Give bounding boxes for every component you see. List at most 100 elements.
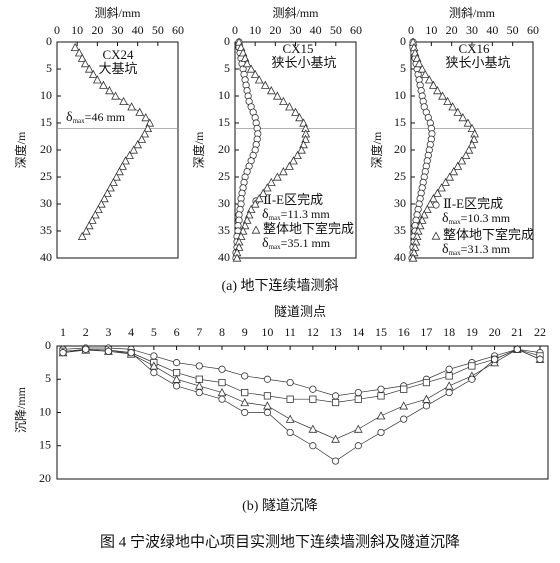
marker — [96, 199, 106, 208]
delta-annotation: δmax=31.3 mm — [442, 242, 511, 257]
marker — [127, 349, 135, 357]
marker — [218, 378, 226, 387]
marker — [218, 395, 226, 403]
x-tick-label: 60 — [350, 23, 362, 37]
marker — [297, 145, 306, 154]
y-tick-label: 10 — [218, 88, 230, 102]
marker — [77, 231, 87, 241]
marker — [81, 226, 91, 235]
marker — [112, 172, 121, 181]
marker — [59, 349, 67, 357]
marker — [133, 140, 143, 149]
marker — [468, 362, 476, 370]
y-tick-label: 35 — [218, 223, 230, 237]
marker — [254, 194, 264, 203]
marker — [285, 414, 295, 423]
y-axis-title: 深度/m — [13, 131, 28, 168]
x-tick-label: 5 — [151, 325, 157, 339]
marker — [150, 352, 158, 360]
marker — [376, 411, 386, 420]
x-tick-label: 50 — [152, 23, 164, 37]
delta-symbol: δ — [442, 242, 449, 257]
marker — [464, 145, 474, 154]
marker — [445, 372, 453, 380]
marker — [422, 204, 432, 214]
marker — [272, 172, 282, 181]
marker — [309, 395, 317, 403]
delta-symbol: δ — [66, 110, 73, 125]
plot-label: 狭长小基坑 — [271, 55, 336, 70]
marker — [377, 392, 385, 400]
marker — [260, 80, 270, 89]
marker — [141, 113, 151, 122]
x-tick-label: 10 — [249, 23, 261, 37]
delta-text: =31.3 mm — [461, 242, 511, 256]
marker — [172, 382, 181, 390]
delta-sub: max — [73, 117, 86, 125]
y-tick-label: 25 — [394, 169, 406, 183]
marker — [246, 64, 256, 73]
marker — [266, 177, 276, 187]
delta-annotation: δmax=46 mm — [66, 110, 126, 125]
marker — [463, 118, 473, 127]
y-tick-label: 10 — [39, 404, 51, 418]
marker — [263, 392, 272, 400]
marker — [279, 167, 288, 176]
marker — [84, 64, 94, 73]
marker — [241, 408, 249, 417]
y-tick-label: 0 — [45, 338, 51, 352]
y-axis-title: 深度/m — [369, 131, 384, 168]
x-tick-label: 40 — [486, 23, 498, 37]
plot-label: CX16 — [458, 41, 490, 56]
x-tick-label: 11 — [284, 325, 296, 339]
marker — [106, 183, 115, 192]
y-tick-label: 30 — [394, 196, 406, 210]
marker — [70, 42, 80, 51]
y-tick-label: 20 — [39, 471, 51, 485]
y-tick-label: 10 — [394, 88, 406, 102]
marker — [93, 204, 103, 214]
settlement-line — [62, 348, 541, 403]
marker — [195, 388, 203, 397]
x-tick-label: 30 — [290, 23, 302, 37]
y-tick-label: 5 — [45, 371, 51, 385]
y-tick-label: 20 — [218, 142, 230, 156]
marker — [331, 434, 340, 443]
y-tick-label: 15 — [394, 115, 406, 129]
x-tick-label: 6 — [174, 325, 180, 339]
plot-label: CX15 — [282, 41, 313, 56]
x-tick-label: 18 — [443, 325, 455, 339]
marker — [467, 123, 477, 133]
legend-marker — [431, 231, 441, 240]
marker — [92, 75, 102, 84]
marker — [82, 345, 90, 353]
x-axis-title: 测斜/mm — [94, 6, 141, 20]
y-axis-title: 深度/m — [191, 131, 206, 168]
x-tick-label: 19 — [466, 325, 478, 339]
marker — [118, 161, 127, 170]
marker — [461, 150, 471, 160]
y-tick-label: 15 — [40, 115, 52, 129]
x-tick-label: 16 — [398, 325, 410, 339]
marker — [445, 388, 453, 397]
delta-text: =46 mm — [85, 110, 126, 124]
marker — [137, 134, 147, 143]
marker — [438, 91, 447, 100]
marker — [104, 347, 113, 355]
x-tick-label: 2 — [83, 325, 89, 339]
marker — [414, 59, 424, 68]
x-tick-label: 20 — [269, 23, 281, 37]
x-tick-label: 40 — [132, 23, 144, 37]
marker — [308, 424, 318, 433]
y-tick-label: 5 — [46, 61, 52, 75]
y-tick-label: 35 — [40, 223, 52, 237]
marker — [115, 167, 124, 176]
settlement-line — [62, 347, 541, 397]
y-tick-label: 30 — [40, 196, 52, 210]
y-tick-label: 40 — [218, 250, 230, 264]
legend-marker — [251, 225, 261, 234]
marker — [468, 375, 476, 383]
marker — [254, 75, 264, 84]
x-tick-label: 20 — [489, 325, 501, 339]
x-tick-label: 0 — [232, 23, 238, 37]
